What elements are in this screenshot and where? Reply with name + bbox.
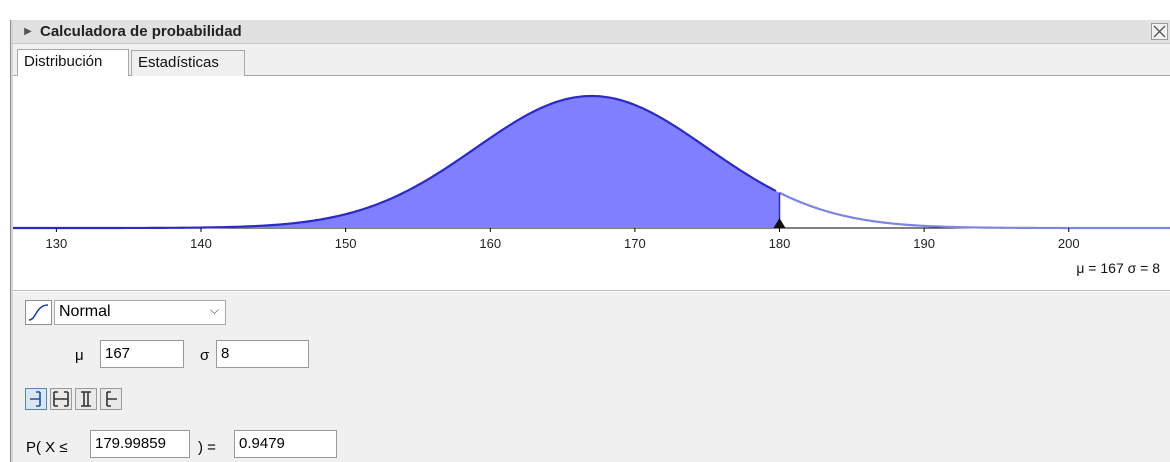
parameters-label: μ = 167 σ = 8 [1076,260,1160,276]
tab-bar: Distribución Estadísticas [13,44,1170,76]
probability-result[interactable]: 0.9479 [234,430,337,458]
x-tick-label: 130 [46,236,68,251]
panel-title: Calculadora de probabilidad [40,23,242,40]
collapse-triangle-icon[interactable]: ▶ [24,26,32,37]
bound-marker [773,218,786,228]
interval-icon[interactable] [75,388,97,410]
distribution-plot[interactable]: 130 140 150 160 170 180 190 200 μ = 167 σ = 8 [13,76,1170,291]
x-tick-label: 150 [335,236,357,251]
x-tick-label: 180 [769,236,791,251]
probability-prefix: P( X ≤ [26,439,68,456]
x-tick-label: 190 [913,236,935,251]
distribution-select-value: Normal [59,303,111,320]
cumulative-curve-icon[interactable] [25,300,52,325]
controls-area: Normal ⌵ μ 167 σ 8 P( X ≤ 179.99859 ) = … [13,292,1170,462]
right-sided-interval-icon[interactable] [100,388,122,410]
density-chart: 130 140 150 160 170 180 190 200 [13,94,1170,251]
mu-input[interactable]: 167 [100,340,184,368]
mu-label: μ [75,347,84,364]
panel-titlebar[interactable]: ▶ Calculadora de probabilidad [13,20,1170,44]
chevron-down-icon: ⌵ [209,303,219,317]
two-sided-interval-icon[interactable] [50,388,72,410]
x-tick-label: 170 [624,236,646,251]
window-gutter [0,0,8,462]
bound-input[interactable]: 179.99859 [90,430,190,458]
density-curve-tail [779,191,1170,230]
sigma-input[interactable]: 8 [216,340,309,368]
x-tick-label: 200 [1058,236,1080,251]
distribution-select[interactable]: Normal ⌵ [54,300,226,325]
panel-resize-border[interactable] [10,20,13,462]
close-icon[interactable] [1151,23,1168,40]
probability-equals: ) = [198,439,216,456]
x-tick-label: 140 [190,236,212,251]
shaded-probability-area [13,96,780,228]
tab-distribucion[interactable]: Distribución [17,49,129,76]
density-curve [13,94,777,230]
probability-calculator-panel: ▶ Calculadora de probabilidad Distribuci… [13,20,1170,462]
left-sided-interval-icon[interactable] [25,388,47,410]
tab-estadisticas[interactable]: Estadísticas [131,50,245,76]
x-tick-label: 160 [479,236,501,251]
sigma-label: σ [200,347,210,364]
